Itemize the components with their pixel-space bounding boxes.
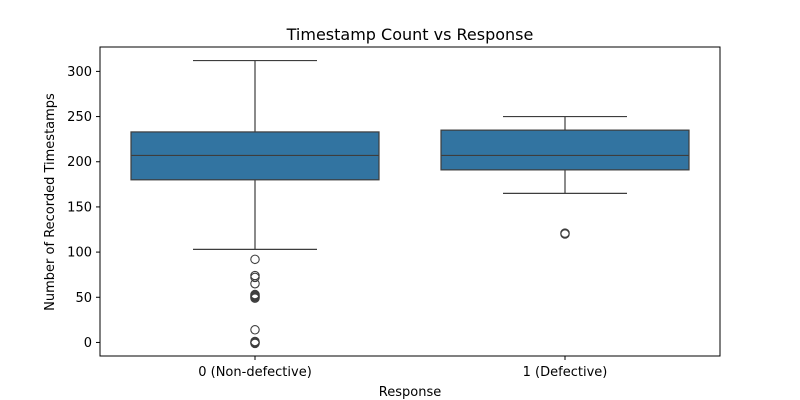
axes-frame <box>99 46 721 357</box>
outlier-point <box>250 254 260 265</box>
y-tick-label: 300 <box>67 65 92 80</box>
x-tick-label: 0 (Non-defective) <box>198 365 312 380</box>
box-group-1 <box>440 115 690 239</box>
y-tick-label: 250 <box>67 110 92 125</box>
outlier-point <box>250 278 260 289</box>
y-tick-label: 0 <box>84 336 92 351</box>
outlier-point <box>250 293 260 303</box>
plot-area: 0 50 100 150 200 250 300 0 (Non-defective) 1 (De… <box>67 46 721 380</box>
box-group-0 <box>130 59 380 349</box>
y-tick-label: 50 <box>75 291 92 306</box>
outlier-point <box>250 325 260 335</box>
box-iqr <box>440 129 690 171</box>
outlier-point <box>250 338 260 349</box>
chart-title: Timestamp Count vs Response <box>286 25 534 44</box>
y-tick-label: 200 <box>67 155 92 170</box>
y-tick-label: 150 <box>67 200 92 215</box>
outlier-point <box>560 229 570 239</box>
x-tick-label: 1 (Defective) <box>523 365 608 380</box>
y-axis-label: Number of Recorded Timestamps <box>43 93 58 311</box>
x-axis-label: Response <box>379 385 441 400</box>
outlier-point <box>250 272 260 283</box>
y-tick-label: 100 <box>67 246 92 261</box>
